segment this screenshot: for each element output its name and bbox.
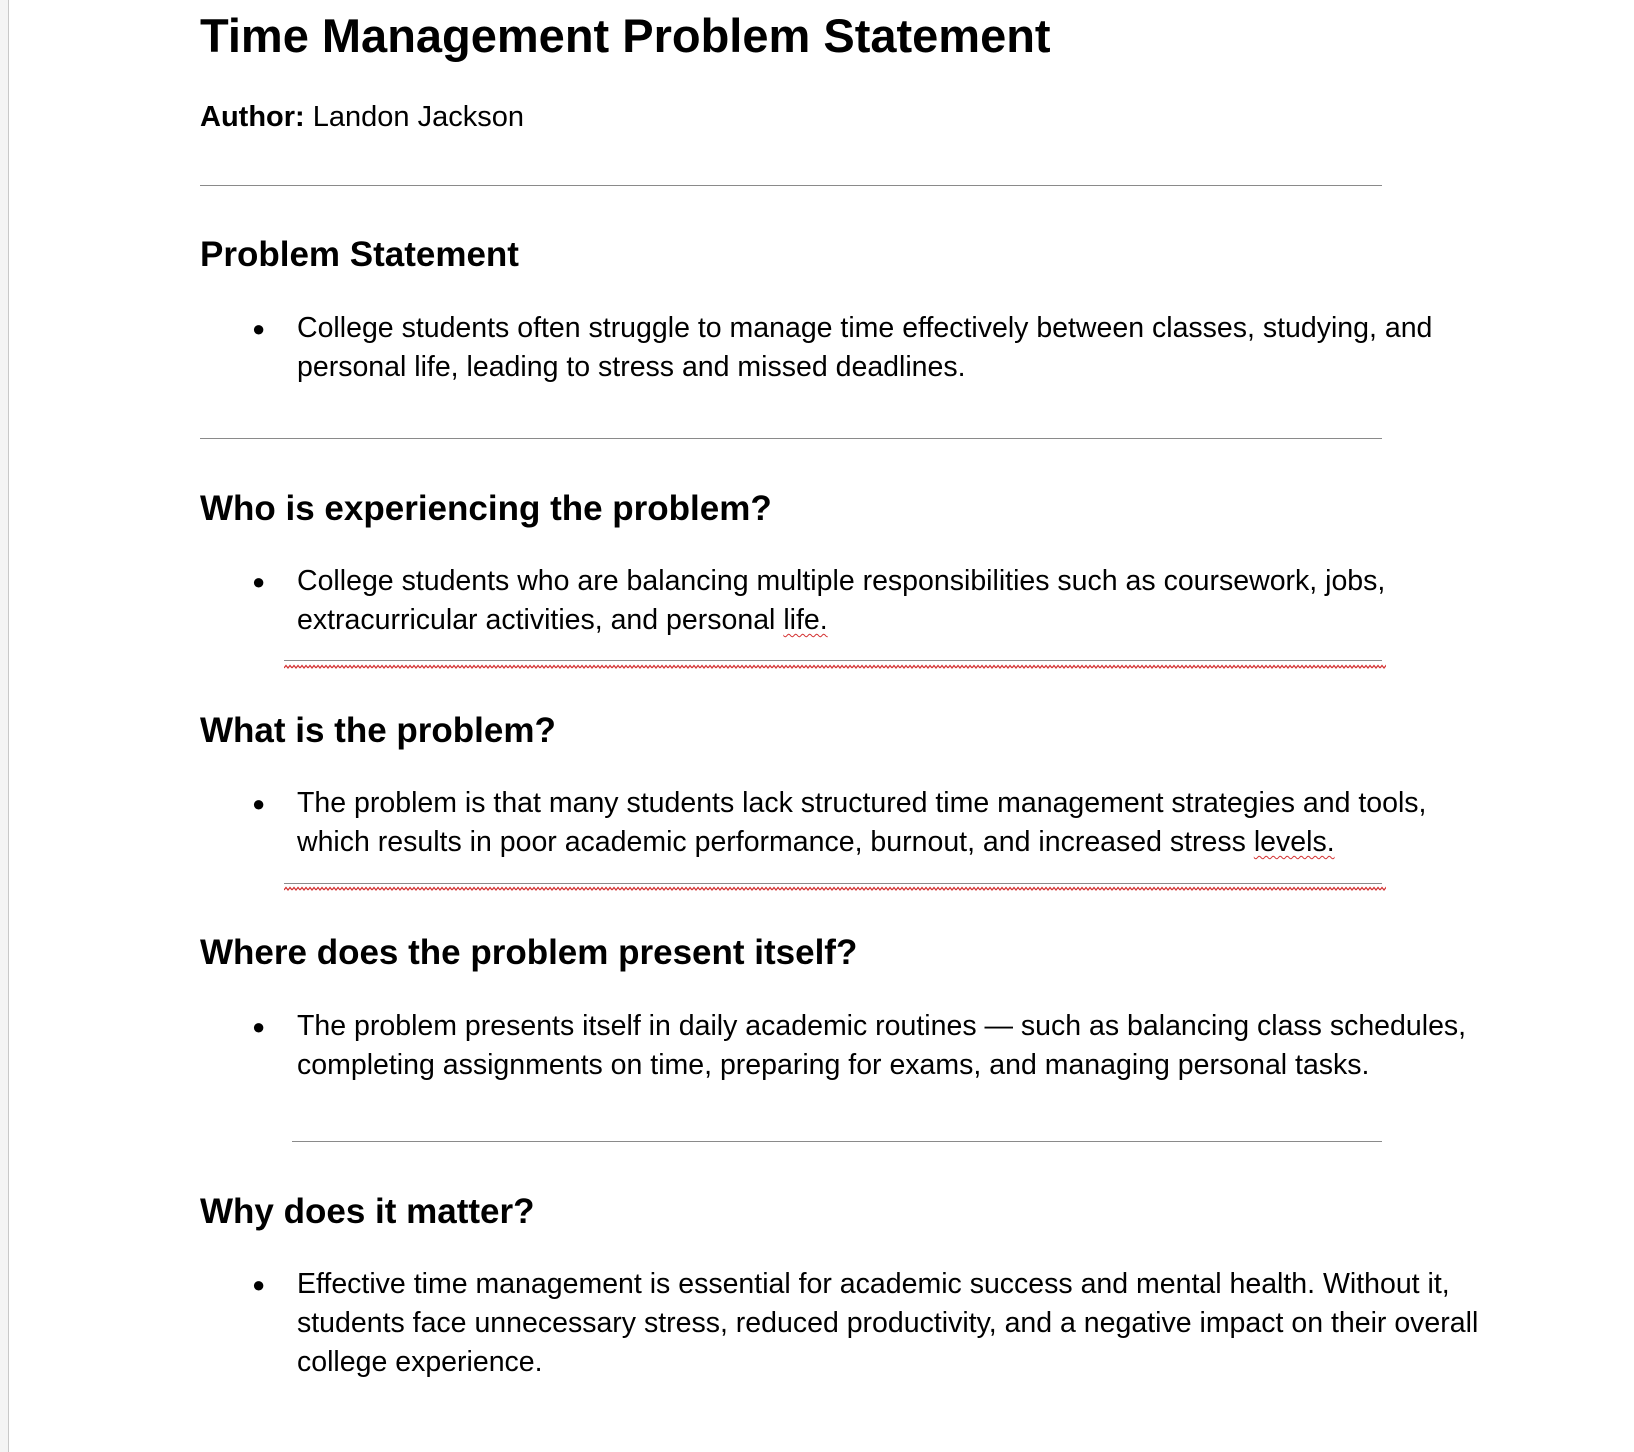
bullet-item-problem-statement: College students often struggle to manag… bbox=[297, 312, 1433, 383]
spellcheck-underline bbox=[284, 886, 1386, 892]
author-label: Author: bbox=[200, 101, 305, 133]
section-heading-who: Who is experiencing the problem? bbox=[200, 489, 772, 528]
bullet-item-where: The problem presents itself in daily aca… bbox=[297, 1010, 1467, 1081]
bullet-icon: ● bbox=[252, 791, 266, 816]
bullet-icon: ● bbox=[252, 1014, 266, 1039]
bullet-item-what: The problem is that many students lack s… bbox=[297, 784, 1487, 862]
bullet-item-who: College students who are balancing multi… bbox=[297, 562, 1487, 640]
horizontal-rule bbox=[284, 883, 1382, 884]
bullet-icon: ● bbox=[252, 569, 266, 594]
document-title: Time Management Problem Statement bbox=[200, 9, 1051, 62]
section-heading-where: Where does the problem present itself? bbox=[200, 933, 858, 972]
author-name: Landon Jackson bbox=[312, 101, 524, 133]
horizontal-rule bbox=[292, 1141, 1382, 1142]
author-line: Author: Landon Jackson bbox=[200, 99, 524, 135]
bullet-item-why: Effective time management is essential f… bbox=[297, 1268, 1479, 1378]
horizontal-rule bbox=[200, 438, 1382, 439]
spellcheck-underline bbox=[284, 664, 1386, 670]
window-left-edge bbox=[0, 0, 9, 1452]
spellcheck-flagged-word[interactable]: levels. bbox=[1253, 826, 1335, 858]
bullet-text: College students who are balancing multi… bbox=[297, 565, 1386, 636]
bullet-text: The problem is that many students lack s… bbox=[297, 787, 1427, 858]
section-heading-why: Why does it matter? bbox=[200, 1192, 535, 1231]
bullet-icon: ● bbox=[252, 1272, 266, 1297]
section-heading-problem-statement: Problem Statement bbox=[200, 235, 519, 274]
spellcheck-flagged-word[interactable]: life. bbox=[783, 604, 828, 636]
document-page[interactable]: Time Management Problem Statement Author… bbox=[200, 0, 1478, 1452]
horizontal-rule bbox=[200, 185, 1382, 186]
horizontal-rule bbox=[284, 660, 1382, 661]
bullet-icon: ● bbox=[252, 316, 266, 341]
section-heading-what: What is the problem? bbox=[200, 711, 556, 750]
